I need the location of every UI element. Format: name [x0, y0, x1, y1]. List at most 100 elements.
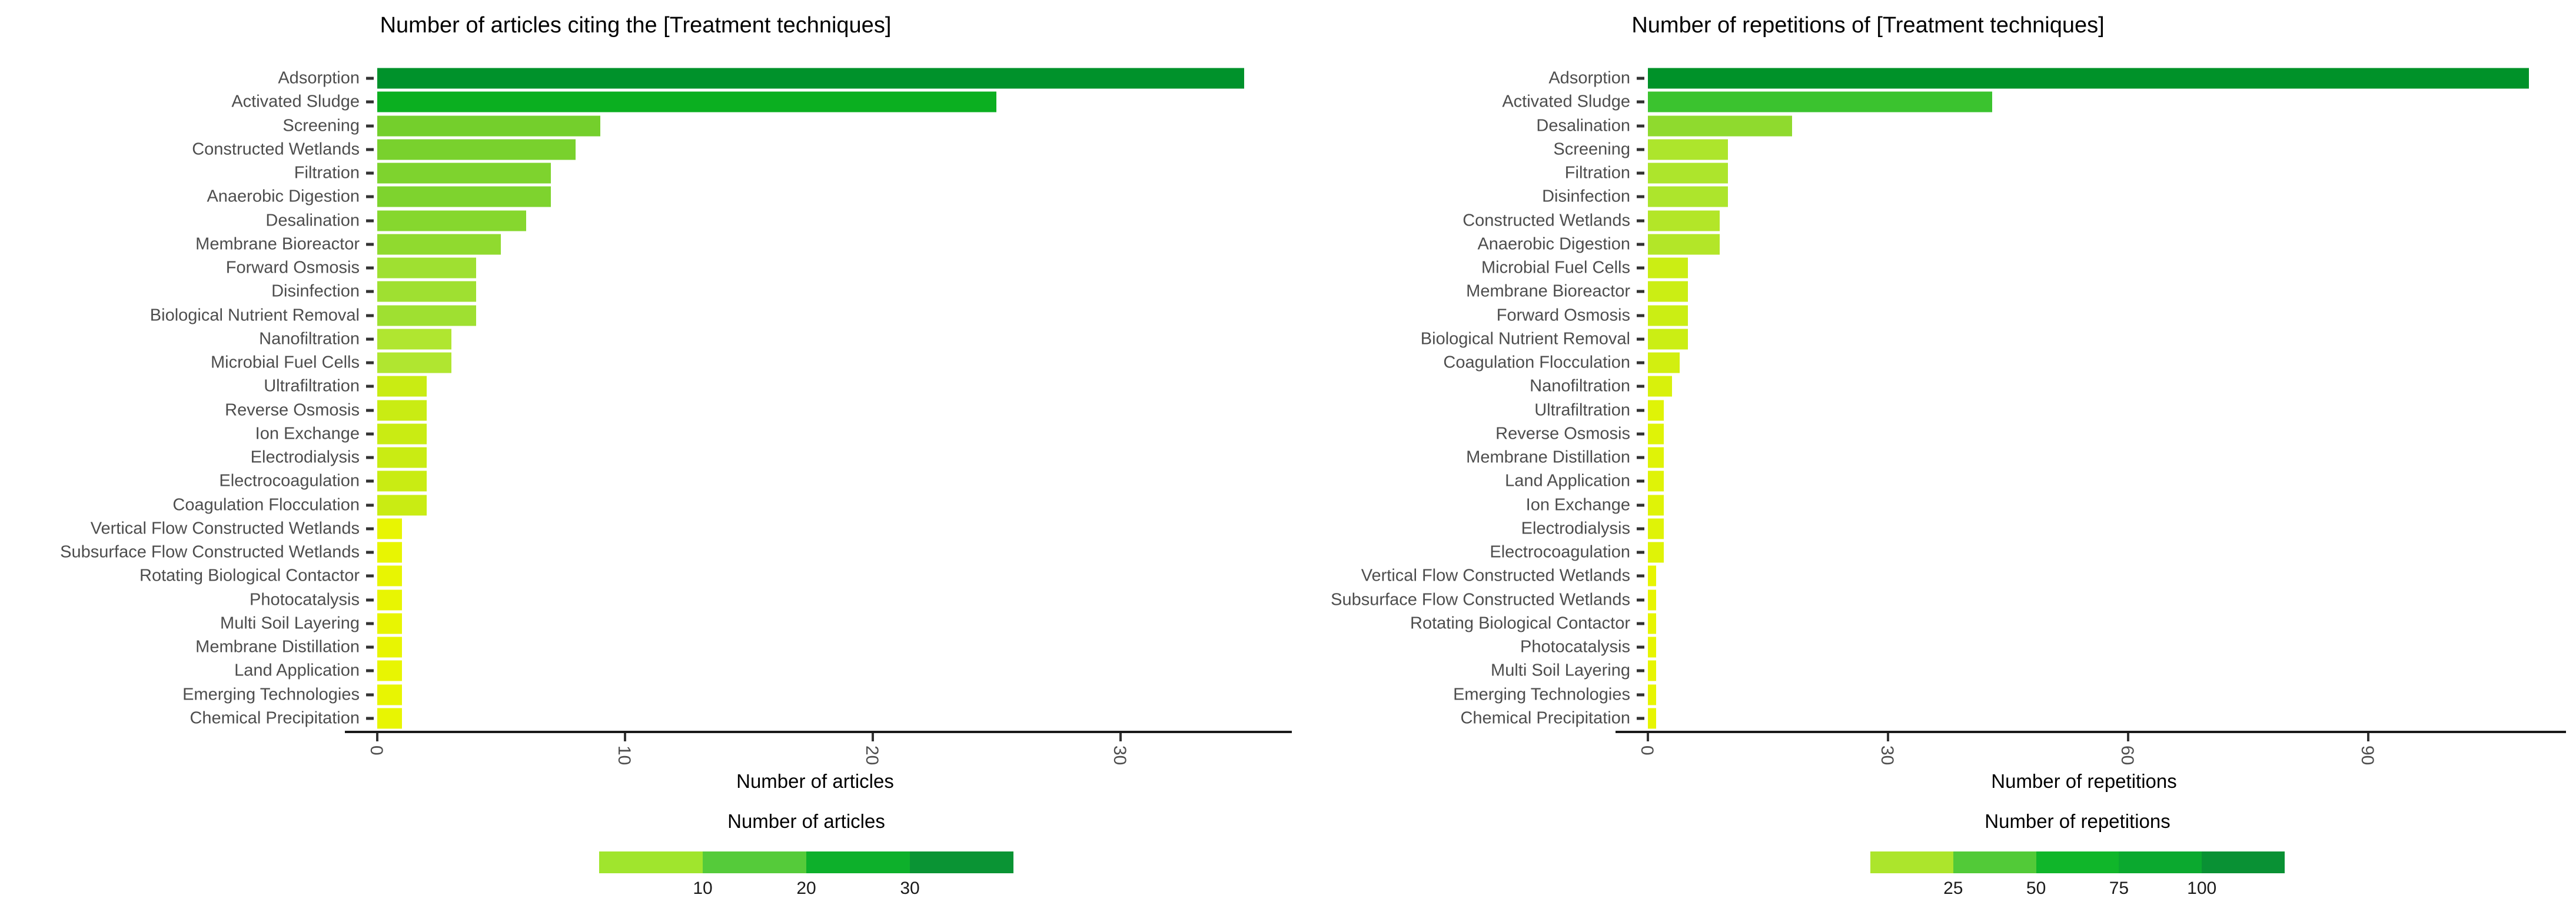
y-tick-mark: [366, 243, 374, 246]
bar: [377, 91, 997, 112]
table-row: Adsorption: [0, 67, 1288, 90]
table-row: Disinfection: [1288, 185, 2576, 208]
table-row: Subsurface Flow Constructed Wetlands: [0, 541, 1288, 564]
bar: [377, 400, 427, 421]
table-row: Chemical Precipitation: [1288, 707, 2576, 730]
legend-segment: [910, 851, 1013, 873]
bar: [377, 281, 477, 302]
table-row: Emerging Technologies: [0, 683, 1288, 707]
bar: [377, 542, 403, 563]
x-axis-line: [1616, 731, 2566, 733]
x-tick-label: 20: [862, 745, 882, 765]
y-tick-mark: [1637, 456, 1644, 459]
bar: [1648, 495, 1664, 516]
bar: [377, 68, 1245, 89]
legend-title: Number of articles: [727, 810, 885, 832]
x-tick-label: 90: [2358, 745, 2378, 765]
legend-tick-label: 75: [2109, 879, 2129, 898]
bar: [1648, 234, 1720, 255]
table-row: Membrane Distillation: [1288, 446, 2576, 469]
category-label: Vertical Flow Constructed Wetlands: [90, 519, 360, 538]
table-row: Activated Sludge: [0, 90, 1288, 114]
bar: [1648, 68, 2529, 89]
y-tick-mark: [1637, 645, 1644, 649]
bar: [1648, 281, 1688, 302]
category-label: Nanofiltration: [1530, 376, 1630, 396]
x-tick-label: 0: [367, 745, 386, 755]
category-label: Ion Exchange: [1525, 495, 1630, 515]
chart-panel-repetitions: Number of repetitions of [Treatment tech…: [1288, 0, 2576, 908]
y-tick-mark: [366, 385, 374, 388]
category-label: Land Application: [234, 661, 360, 680]
bar: [377, 589, 403, 611]
legend-tick-label: 25: [1943, 879, 1963, 898]
y-tick-mark: [1637, 551, 1644, 554]
y-tick-mark: [1637, 100, 1644, 104]
bar: [1648, 447, 1664, 468]
y-tick-mark: [366, 148, 374, 151]
table-row: Screening: [1288, 138, 2576, 161]
chart-title: Number of repetitions of [Treatment tech…: [1631, 13, 2105, 38]
bar: [1648, 660, 1656, 681]
y-tick-mark: [366, 314, 374, 317]
category-label: Emerging Technologies: [1453, 685, 1630, 704]
table-row: Membrane Bioreactor: [1288, 280, 2576, 303]
legend-tick-label: 100: [2187, 879, 2217, 898]
category-label: Microbial Fuel Cells: [210, 353, 360, 372]
x-tick-label: 0: [1637, 745, 1657, 755]
bar: [377, 376, 427, 397]
chart-title: Number of articles citing the [Treatment…: [380, 13, 892, 38]
legend-segment: [599, 851, 703, 873]
y-tick-mark: [1637, 124, 1644, 128]
bar: [1648, 210, 1720, 231]
y-tick-mark: [1637, 266, 1644, 270]
x-axis-label: Number of articles: [736, 770, 894, 792]
table-row: Screening: [0, 114, 1288, 138]
table-row: Electrocoagulation: [1288, 541, 2576, 564]
table-row: Electrodialysis: [0, 446, 1288, 469]
category-label: Photocatalysis: [1520, 637, 1630, 657]
bar: [1648, 163, 1729, 184]
table-row: Emerging Technologies: [1288, 683, 2576, 707]
bar: [1648, 186, 1729, 207]
y-tick-mark: [1637, 527, 1644, 531]
y-tick-mark: [366, 290, 374, 293]
table-row: Forward Osmosis: [1288, 304, 2576, 327]
chart-panel-articles: Number of articles citing the [Treatment…: [0, 13, 1292, 898]
bar: [377, 470, 427, 492]
table-row: Adsorption: [1288, 67, 2576, 90]
table-row: Filtration: [1288, 161, 2576, 185]
table-row: Microbial Fuel Cells: [0, 351, 1288, 375]
y-tick-mark: [366, 527, 374, 531]
table-row: Disinfection: [0, 280, 1288, 303]
y-tick-mark: [1637, 195, 1644, 198]
bar: [377, 186, 551, 207]
bar: [1648, 518, 1664, 539]
table-row: Photocatalysis: [0, 588, 1288, 612]
table-row: Constructed Wetlands: [0, 138, 1288, 161]
bar: [377, 139, 576, 160]
y-tick-mark: [366, 77, 374, 80]
x-tick-mark: [871, 733, 874, 741]
legend-segment: [1870, 851, 1953, 873]
category-label: Screening: [1553, 140, 1630, 159]
category-label: Land Application: [1505, 471, 1630, 491]
y-tick-mark: [1637, 669, 1644, 672]
table-row: Electrodialysis: [1288, 517, 2576, 541]
bar: [1648, 139, 1729, 160]
table-row: Desalination: [1288, 114, 2576, 138]
y-tick-mark: [366, 266, 374, 270]
category-label: Membrane Distillation: [1466, 448, 1630, 467]
bar: [377, 423, 427, 445]
y-tick-mark: [366, 479, 374, 483]
legend-tick-label: 20: [796, 879, 816, 898]
legend-segment: [2036, 851, 2119, 873]
x-tick-mark: [376, 733, 378, 741]
category-label: Biological Nutrient Removal: [1420, 329, 1630, 349]
y-tick-mark: [366, 669, 374, 672]
y-tick-mark: [1637, 148, 1644, 151]
x-tick-label: 30: [1109, 745, 1129, 765]
bar: [377, 565, 403, 586]
table-row: Activated Sludge: [1288, 90, 2576, 114]
table-row: Photocatalysis: [1288, 635, 2576, 659]
